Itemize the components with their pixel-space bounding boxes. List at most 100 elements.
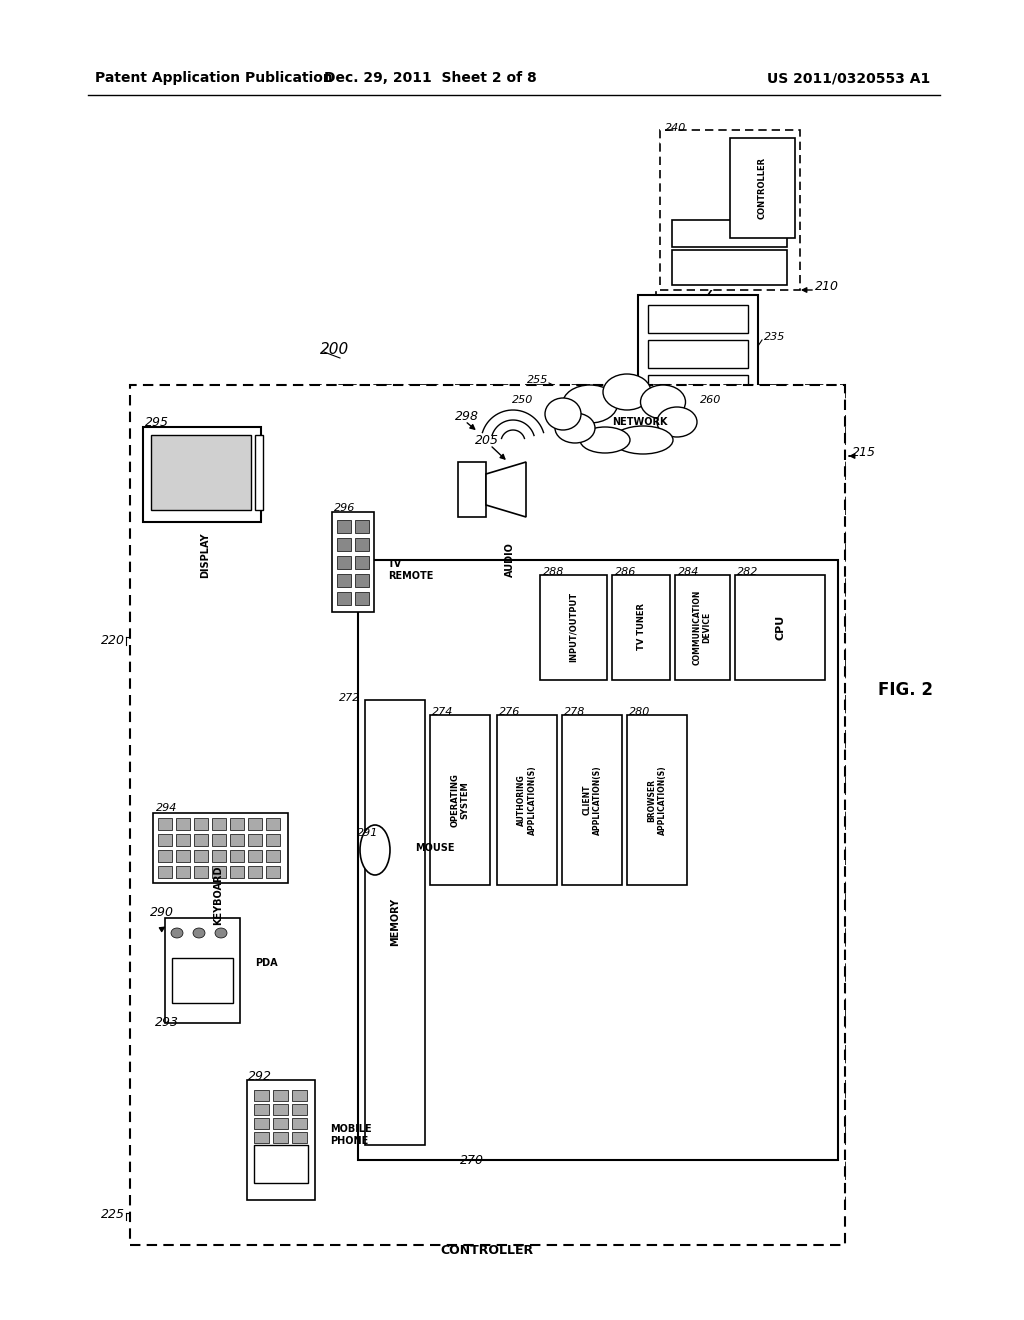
- Bar: [172, 958, 233, 1003]
- Bar: [627, 715, 687, 884]
- Text: 274: 274: [432, 708, 454, 717]
- Bar: [194, 866, 208, 878]
- Bar: [337, 539, 351, 550]
- Bar: [266, 850, 280, 862]
- Bar: [337, 556, 351, 569]
- Text: 200: 200: [319, 342, 349, 358]
- Text: 292: 292: [248, 1071, 272, 1084]
- Bar: [212, 818, 226, 830]
- Bar: [212, 866, 226, 878]
- Text: KEYBOARD: KEYBOARD: [213, 865, 223, 925]
- Bar: [337, 520, 351, 533]
- Bar: [248, 818, 262, 830]
- Ellipse shape: [657, 407, 697, 437]
- Bar: [255, 436, 263, 510]
- Text: 235: 235: [764, 333, 785, 342]
- Text: 225: 225: [101, 1209, 125, 1221]
- Bar: [247, 1080, 315, 1200]
- Text: 298: 298: [455, 411, 479, 424]
- Bar: [165, 917, 240, 1023]
- Text: 286: 286: [615, 568, 636, 577]
- Bar: [254, 1118, 269, 1129]
- Bar: [332, 512, 374, 612]
- Ellipse shape: [360, 825, 390, 875]
- Bar: [194, 818, 208, 830]
- Text: 288: 288: [543, 568, 564, 577]
- Ellipse shape: [640, 385, 685, 418]
- Ellipse shape: [613, 426, 673, 454]
- Text: 280: 280: [629, 708, 650, 717]
- Text: OPERATING
SYSTEM: OPERATING SYSTEM: [451, 774, 470, 826]
- Bar: [292, 1104, 307, 1115]
- Bar: [273, 1090, 288, 1101]
- Ellipse shape: [215, 928, 227, 939]
- Text: Patent Application Publication: Patent Application Publication: [95, 71, 333, 84]
- Bar: [266, 818, 280, 830]
- Bar: [158, 866, 172, 878]
- Bar: [212, 834, 226, 846]
- Bar: [248, 850, 262, 862]
- Text: 220: 220: [101, 634, 125, 647]
- Text: 270: 270: [460, 1154, 484, 1167]
- Bar: [355, 574, 369, 587]
- Text: CPU: CPU: [775, 614, 785, 640]
- Polygon shape: [486, 462, 526, 517]
- Bar: [254, 1144, 308, 1183]
- Bar: [355, 556, 369, 569]
- Bar: [358, 560, 838, 1160]
- Bar: [194, 850, 208, 862]
- Bar: [151, 436, 251, 510]
- Text: 293: 293: [155, 1015, 179, 1028]
- Text: CONTROLLER: CONTROLLER: [440, 1243, 534, 1257]
- Ellipse shape: [562, 385, 617, 422]
- Text: Dec. 29, 2011  Sheet 2 of 8: Dec. 29, 2011 Sheet 2 of 8: [324, 71, 537, 84]
- Bar: [310, 385, 845, 1205]
- Bar: [230, 866, 244, 878]
- Text: US 2011/0320553 A1: US 2011/0320553 A1: [767, 71, 930, 84]
- Text: 284: 284: [678, 568, 699, 577]
- Bar: [730, 139, 795, 238]
- Ellipse shape: [193, 928, 205, 939]
- Text: 290: 290: [150, 907, 174, 920]
- Bar: [176, 850, 190, 862]
- Bar: [230, 850, 244, 862]
- Bar: [430, 715, 490, 884]
- Text: AUTHORING
APPLICATION(S): AUTHORING APPLICATION(S): [517, 766, 537, 834]
- Text: AUDIO: AUDIO: [505, 543, 515, 577]
- Text: FIG. 2: FIG. 2: [878, 681, 933, 700]
- Text: INPUT/OUTPUT: INPUT/OUTPUT: [568, 591, 578, 663]
- Bar: [194, 834, 208, 846]
- Bar: [158, 818, 172, 830]
- Bar: [248, 866, 262, 878]
- Bar: [660, 129, 800, 290]
- Bar: [176, 834, 190, 846]
- Text: 260: 260: [700, 395, 721, 405]
- Bar: [292, 1090, 307, 1101]
- Text: 210: 210: [815, 281, 839, 293]
- Bar: [292, 1118, 307, 1129]
- Bar: [672, 249, 787, 285]
- Text: NETWORK: NETWORK: [612, 417, 668, 426]
- Bar: [158, 834, 172, 846]
- Text: TV
REMOTE: TV REMOTE: [388, 560, 433, 581]
- Bar: [458, 462, 486, 517]
- Bar: [266, 834, 280, 846]
- Text: CLIENT
APPLICATION(S): CLIENT APPLICATION(S): [583, 766, 602, 834]
- Text: MEMORY: MEMORY: [390, 898, 400, 946]
- Bar: [230, 834, 244, 846]
- Bar: [230, 818, 244, 830]
- Bar: [540, 576, 607, 680]
- Bar: [176, 818, 190, 830]
- Bar: [648, 305, 748, 333]
- Bar: [497, 715, 557, 884]
- Bar: [273, 1133, 288, 1143]
- Ellipse shape: [555, 413, 595, 444]
- Bar: [365, 700, 425, 1144]
- Ellipse shape: [545, 399, 581, 430]
- Bar: [176, 866, 190, 878]
- Ellipse shape: [580, 426, 630, 453]
- Bar: [158, 850, 172, 862]
- Bar: [254, 1104, 269, 1115]
- Text: 291: 291: [357, 828, 379, 838]
- Bar: [355, 539, 369, 550]
